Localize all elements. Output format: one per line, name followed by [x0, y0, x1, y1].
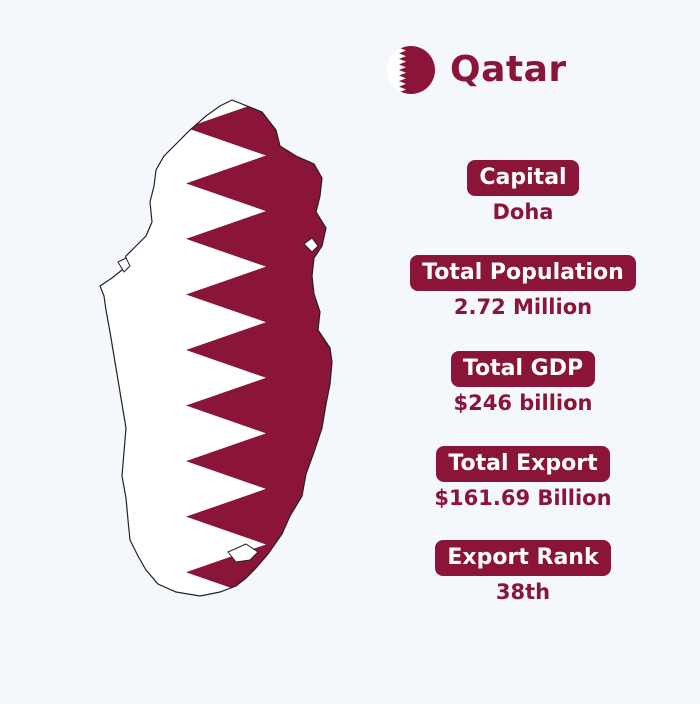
stat-total-gdp: Total GDP $246 billion	[410, 351, 636, 416]
country-title: Qatar	[450, 49, 567, 90]
stat-total-export: Total Export $161.69 Billion	[410, 446, 636, 511]
total-gdp-value: $246 billion	[453, 391, 593, 415]
export-rank-label: Export Rank	[435, 540, 611, 576]
capital-label: Capital	[467, 160, 579, 196]
total-population-label: Total Population	[410, 255, 636, 291]
total-export-label: Total Export	[436, 446, 610, 482]
total-population-value: 2.72 Million	[453, 295, 593, 319]
total-gdp-label: Total GDP	[450, 351, 596, 387]
capital-value: Doha	[492, 200, 554, 224]
coastline-details	[117, 237, 319, 563]
total-export-value: $161.69 Billion	[434, 486, 612, 510]
qatar-flag-circle-icon	[387, 46, 435, 94]
stat-export-rank: Export Rank 38th	[410, 540, 636, 605]
stat-total-population: Total Population 2.72 Million	[410, 255, 636, 320]
header: Qatar	[386, 44, 567, 96]
stat-capital: Capital Doha	[410, 160, 636, 225]
export-rank-value: 38th	[495, 580, 551, 604]
